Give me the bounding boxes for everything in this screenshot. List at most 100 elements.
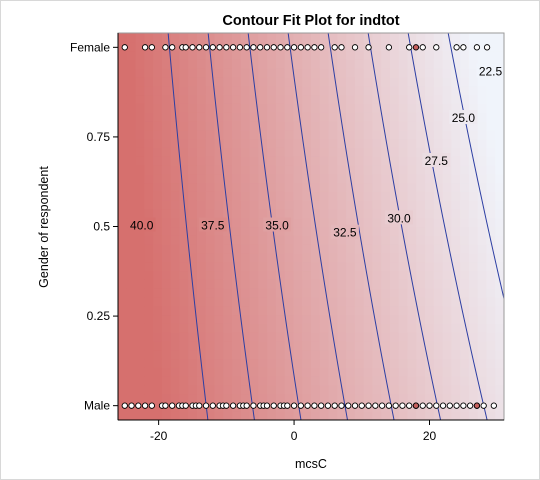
heat-cell <box>232 103 242 113</box>
heat-cell <box>240 147 251 157</box>
heat-cell <box>363 226 374 236</box>
heat-cell <box>135 68 145 78</box>
observation-point <box>365 44 372 51</box>
heat-cell <box>354 314 365 324</box>
heat-cell <box>275 252 286 263</box>
heat-cell <box>398 120 409 131</box>
heat-cell <box>328 103 338 113</box>
heat-cell <box>118 226 128 236</box>
heat-cell <box>223 358 233 368</box>
heat-cell <box>118 358 128 368</box>
heat-cell <box>135 296 145 307</box>
heat-cell <box>258 85 268 96</box>
heat-cell <box>477 270 488 280</box>
heat-cell <box>170 191 181 201</box>
observation-point <box>318 44 325 51</box>
heat-cell <box>363 323 374 333</box>
heat-cell <box>214 208 224 219</box>
heat-cell <box>267 340 277 351</box>
heat-cell <box>354 349 365 360</box>
heat-cell <box>214 340 224 351</box>
heat-cell <box>179 217 189 228</box>
heat-cell <box>389 340 400 351</box>
heat-cell <box>205 261 216 272</box>
heat-cell <box>451 226 461 236</box>
heat-cell <box>425 226 435 236</box>
heat-cell <box>416 173 426 184</box>
heat-cell <box>258 358 268 368</box>
heat-cell <box>170 235 181 245</box>
heat-cell <box>118 85 128 96</box>
heat-cell <box>258 68 268 78</box>
heat-cell <box>267 323 277 333</box>
contour-label-bg <box>330 224 359 239</box>
heat-cell <box>442 323 452 333</box>
heat-cell <box>232 68 242 78</box>
heat-cell <box>477 296 488 307</box>
heat-cell <box>144 156 154 166</box>
heat-cell <box>267 173 277 184</box>
heat-cell <box>232 358 242 368</box>
heat-cell <box>442 305 452 316</box>
heat-cell <box>170 270 181 280</box>
heat-cell <box>451 340 461 351</box>
heat-cell <box>389 50 400 60</box>
contour-line-37.5 <box>207 33 255 420</box>
heat-cell <box>302 305 312 316</box>
heat-cell <box>363 164 374 175</box>
heat-cell <box>188 112 198 122</box>
heat-cell <box>319 208 330 219</box>
heat-cell <box>267 384 277 395</box>
heat-cell <box>205 156 216 166</box>
heat-cell <box>267 156 277 166</box>
heat-cell <box>425 191 435 201</box>
heat-cell <box>495 305 504 316</box>
heat-cell <box>153 182 163 192</box>
heat-cell <box>337 68 347 78</box>
heat-cell <box>407 103 417 113</box>
heat-cell <box>275 147 286 157</box>
heat-cell <box>372 244 382 254</box>
y-axis-title: Gender of respondent <box>37 166 51 288</box>
contour-lines <box>167 33 504 420</box>
heat-cell <box>153 191 163 201</box>
heat-cell <box>223 191 233 201</box>
heat-cell <box>144 147 154 157</box>
heat-cell <box>118 332 128 342</box>
heat-cell <box>433 208 444 219</box>
heat-cell <box>354 173 365 184</box>
heat-cell <box>153 33 163 43</box>
heat-cell <box>126 200 137 210</box>
heat-cell <box>258 235 268 245</box>
heat-cell <box>302 279 312 289</box>
heat-cell <box>153 323 163 333</box>
heat-cell <box>416 182 426 192</box>
heat-cell <box>240 138 251 148</box>
heat-cell <box>240 393 251 404</box>
heat-cell <box>240 252 251 263</box>
heat-cell <box>442 120 452 131</box>
heat-cell <box>460 323 470 333</box>
heat-cell <box>337 349 347 360</box>
heat-cell <box>258 279 268 289</box>
heat-cell <box>153 402 163 412</box>
heat-cell <box>328 411 338 420</box>
heat-cell <box>416 68 426 78</box>
heat-cell <box>170 50 181 60</box>
heat-cell <box>416 376 426 386</box>
heat-cell <box>302 103 312 113</box>
heat-cell <box>118 349 128 360</box>
heat-cell <box>223 393 233 404</box>
heat-cell <box>407 182 417 192</box>
heat-cell <box>425 76 435 87</box>
heat-cell <box>372 393 382 404</box>
heat-cell <box>249 393 259 404</box>
heat-cell <box>161 120 172 131</box>
heat-cell <box>179 156 189 166</box>
heat-cell <box>433 129 444 140</box>
heat-cell <box>135 332 145 342</box>
heat-cell <box>205 279 216 289</box>
heat-cell <box>372 76 382 87</box>
heat-cell <box>468 68 479 78</box>
heat-cell <box>118 323 128 333</box>
